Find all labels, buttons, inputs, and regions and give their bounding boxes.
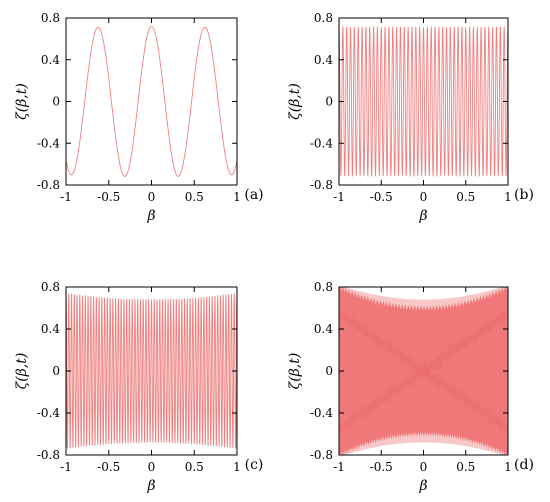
axes-frame bbox=[65, 17, 238, 186]
plot-area bbox=[339, 25, 508, 178]
panel-label: (a) bbox=[244, 187, 263, 203]
y-tick-label: -0.8 bbox=[310, 178, 333, 192]
y-axis-label: ζ(β,t) bbox=[287, 83, 303, 120]
x-tick-label: 0 bbox=[420, 460, 428, 474]
panel-label: (d) bbox=[514, 457, 534, 473]
y-tick-label: -0.8 bbox=[37, 178, 60, 192]
y-tick-label: 0 bbox=[52, 364, 60, 378]
panel-a: -1 -0.5 0 0.5 1 0.8 0.4 0 -0.4 -0.8 β ζ(β,t) (a) bbox=[14, 11, 264, 224]
y-tick-label: -0.4 bbox=[310, 136, 334, 150]
x-tick-label: -1 bbox=[60, 190, 72, 204]
panel-label: (b) bbox=[514, 187, 534, 203]
pattern-diag-b bbox=[339, 310, 508, 433]
x-tick-label: -0.5 bbox=[370, 190, 393, 204]
y-tick-label: 0 bbox=[325, 95, 333, 109]
panel-label: (c) bbox=[245, 457, 264, 473]
series-line bbox=[66, 293, 237, 449]
x-axis-label: β bbox=[418, 208, 427, 224]
plot-area bbox=[66, 293, 237, 449]
x-tick-label: 0.5 bbox=[456, 190, 475, 204]
x-tick-label: -0.5 bbox=[97, 460, 120, 474]
y-tick-label: -0.4 bbox=[310, 406, 334, 420]
y-tick-label: -0.8 bbox=[310, 448, 333, 462]
y-tick-label: -0.4 bbox=[37, 406, 61, 420]
x-axis-label: β bbox=[146, 208, 155, 224]
x-tick-label: 0 bbox=[420, 190, 428, 204]
y-tick-label: 0.4 bbox=[41, 53, 60, 67]
plot-area bbox=[339, 287, 508, 455]
series-line bbox=[339, 25, 508, 178]
x-tick-label: 0.5 bbox=[185, 460, 204, 474]
x-tick-label: 1 bbox=[504, 460, 512, 474]
x-tick-label: -1 bbox=[333, 190, 345, 204]
y-tick-label: 0.4 bbox=[41, 322, 60, 336]
y-tick-label: 0.8 bbox=[314, 280, 333, 294]
series-line bbox=[66, 25, 237, 177]
x-tick-label: -1 bbox=[60, 460, 72, 474]
y-axis-label: ζ(β,t) bbox=[14, 83, 30, 120]
panel-c: -1 -0.5 0 0.5 1 0.8 0.4 0 -0.4 -0.8 β ζ(β,t) (c) bbox=[14, 280, 263, 494]
x-tick-label: 0.5 bbox=[456, 460, 475, 474]
panel-b: -1 -0.5 0 0.5 1 0.8 0.4 0 -0.4 -0.8 β ζ(β,t) (b) bbox=[287, 11, 534, 224]
plot-area bbox=[66, 25, 237, 177]
x-tick-label: 1 bbox=[504, 190, 512, 204]
y-tick-label: 0 bbox=[325, 364, 333, 378]
y-axis-label: ζ(β,t) bbox=[287, 353, 303, 390]
x-tick-label: 0 bbox=[148, 190, 156, 204]
x-tick-label: 1 bbox=[233, 190, 241, 204]
x-tick-label: 0 bbox=[148, 460, 156, 474]
y-tick-label: 0.8 bbox=[314, 11, 333, 25]
x-tick-label: -1 bbox=[333, 460, 345, 474]
panel-d: -1 -0.5 0 0.5 1 0.8 0.4 0 -0.4 -0.8 β ζ(β,t) (d) bbox=[287, 280, 534, 494]
y-tick-label: 0.4 bbox=[314, 322, 333, 336]
y-axis-label: ζ(β,t) bbox=[14, 353, 30, 390]
y-tick-label: 0.8 bbox=[41, 11, 60, 25]
x-tick-label: -0.5 bbox=[97, 190, 120, 204]
x-tick-label: 1 bbox=[233, 460, 241, 474]
x-axis-label: β bbox=[146, 478, 155, 494]
y-tick-label: 0.8 bbox=[41, 280, 60, 294]
x-tick-label: 0.5 bbox=[185, 190, 204, 204]
y-tick-label: 0 bbox=[52, 95, 60, 109]
x-tick-label: -0.5 bbox=[370, 460, 393, 474]
y-tick-label: -0.8 bbox=[37, 448, 60, 462]
y-tick-label: 0.4 bbox=[314, 53, 333, 67]
y-tick-label: -0.4 bbox=[37, 136, 61, 150]
x-axis-label: β bbox=[418, 478, 427, 494]
